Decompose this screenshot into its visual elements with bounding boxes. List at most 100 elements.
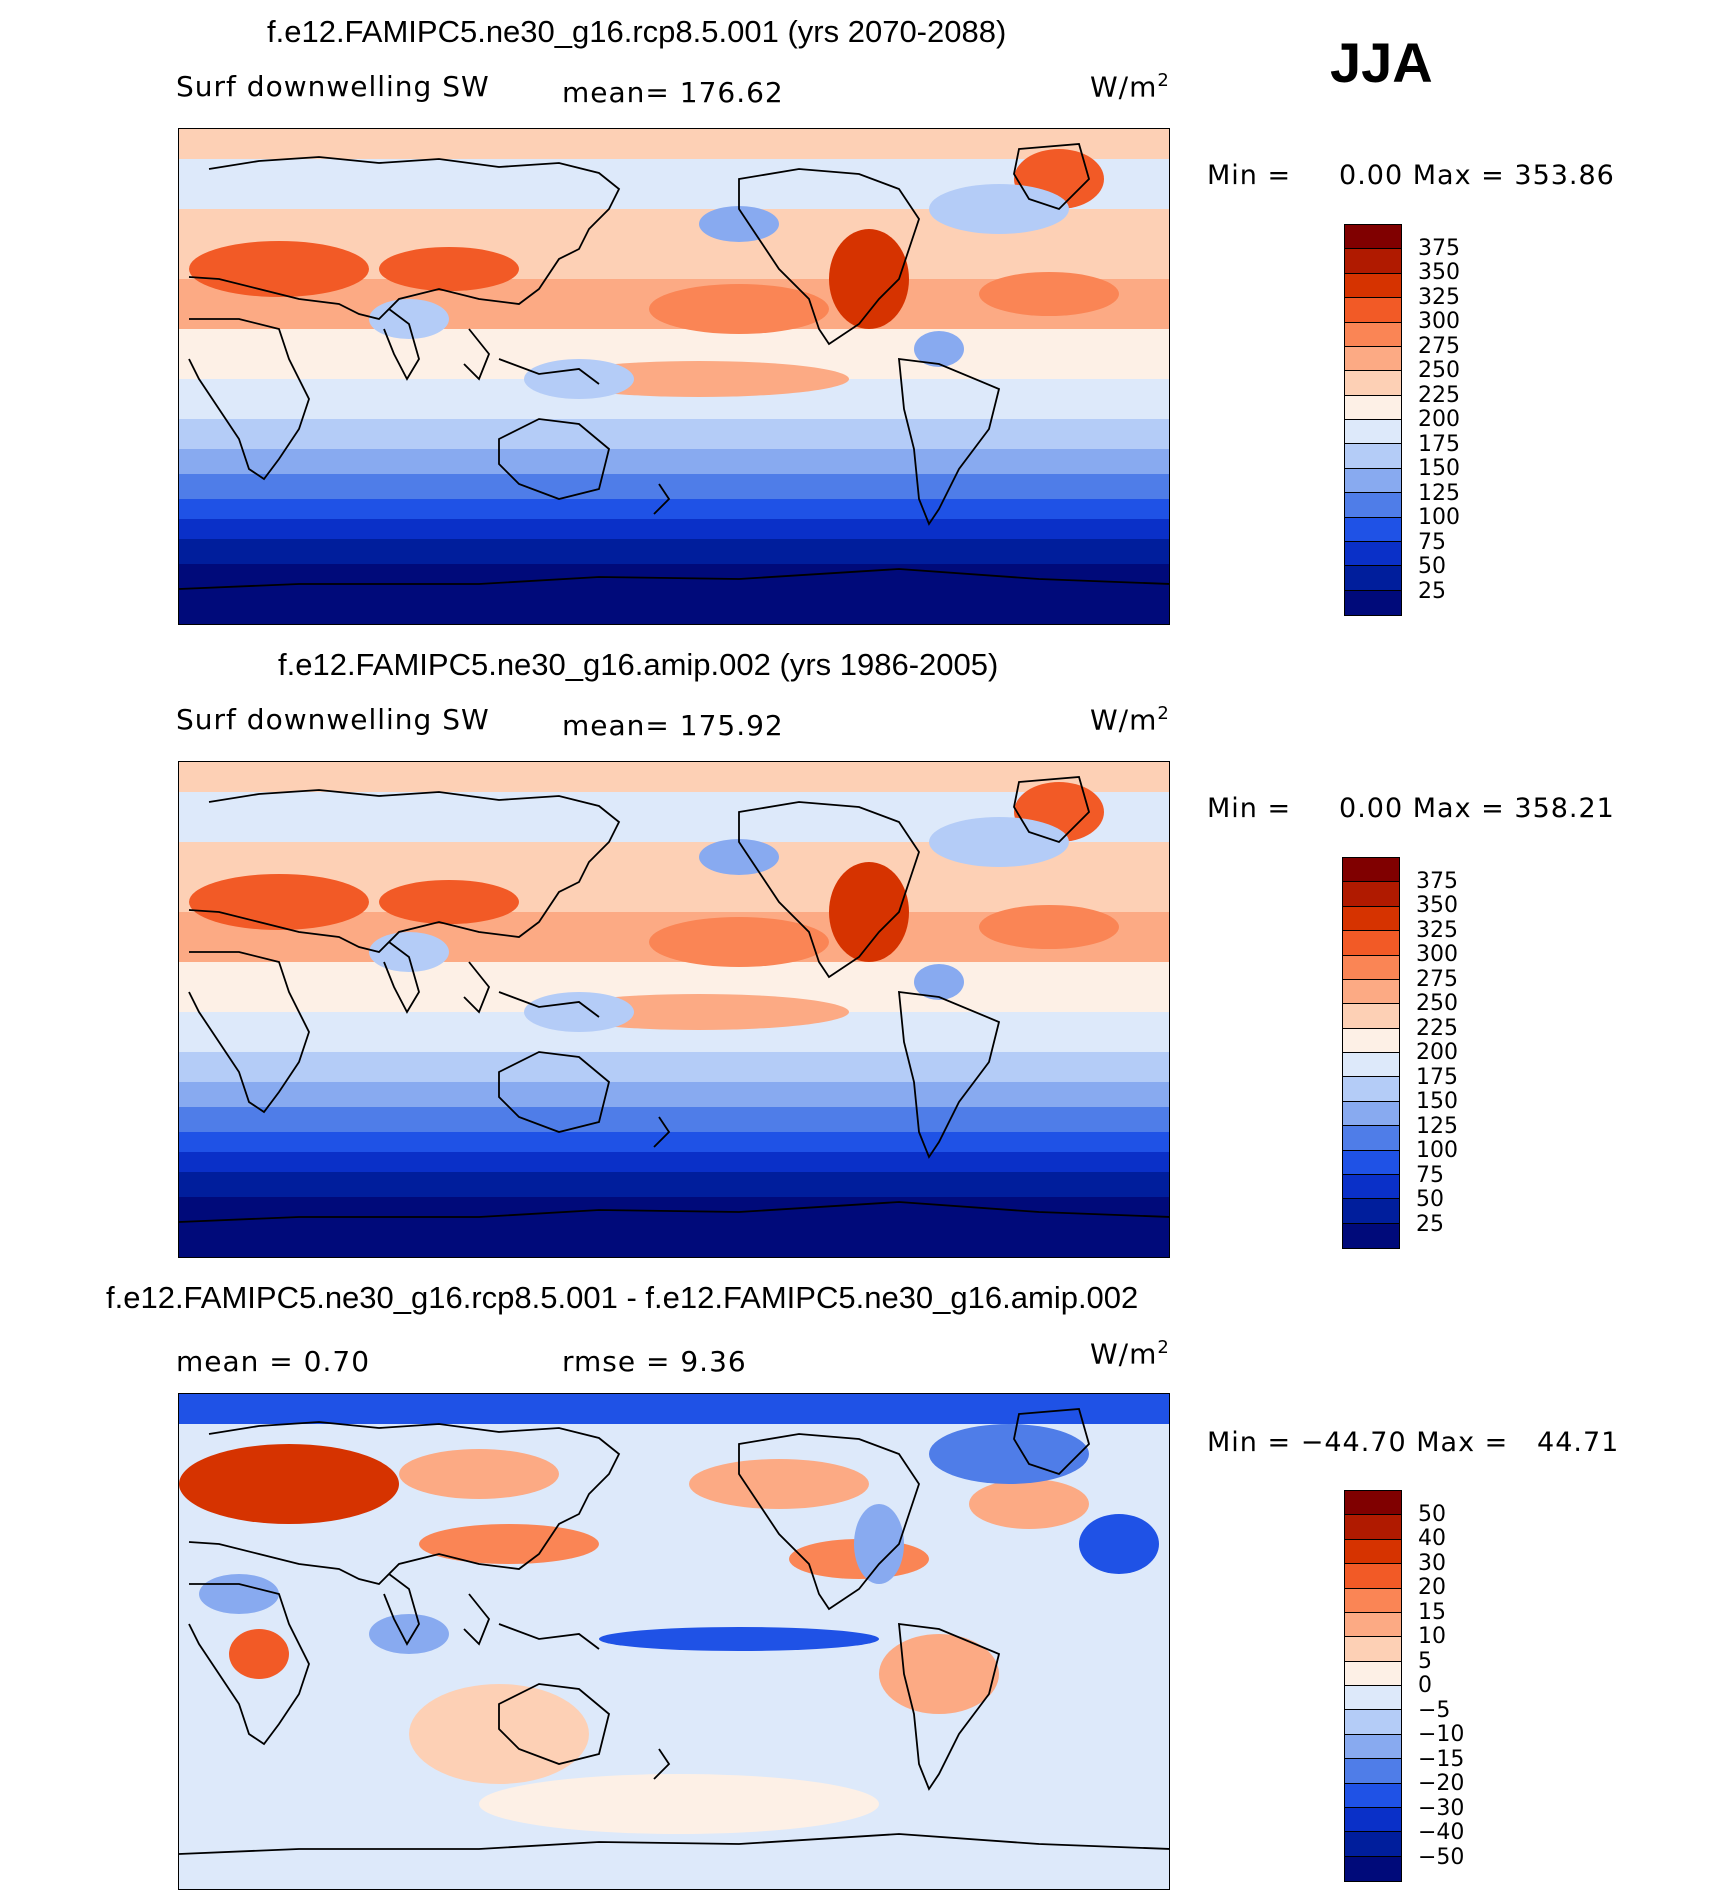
colorbar-swatch — [1343, 955, 1399, 980]
colorbar-swatch — [1343, 1077, 1399, 1102]
colorbar-swatch — [1345, 1491, 1401, 1516]
colorbar-tick-label: 100 — [1418, 505, 1460, 530]
season-label: JJA — [1330, 31, 1433, 94]
colorbar-swatch — [1345, 1612, 1401, 1638]
panel-1-variable-label: Surf downwelling SW — [176, 70, 490, 103]
panel-1-title: f.e12.FAMIPC5.ne30_g16.rcp8.5.001 (yrs 2… — [267, 14, 1007, 49]
colorbar-swatch — [1343, 1223, 1399, 1248]
colorbar-swatch — [1343, 882, 1399, 907]
colorbar-tick-label: 75 — [1416, 1162, 1444, 1188]
colorbar-tick-label: 200 — [1418, 407, 1460, 432]
colorbar-swatch — [1345, 1686, 1401, 1711]
colorbar-swatch — [1345, 590, 1401, 615]
panel-1-min-max: Min = 0.00 Max = 353.86 — [1207, 160, 1615, 191]
colorbar-swatch — [1345, 1807, 1401, 1833]
colorbar-swatch — [1345, 541, 1401, 567]
colorbar-swatch — [1345, 249, 1401, 274]
panel-3-min-max: Min = −44.70 Max = 44.71 — [1207, 1427, 1620, 1458]
colorbar-swatch — [1343, 1126, 1399, 1151]
colorbar-swatch — [1343, 931, 1399, 956]
colorbar-tick-label: 225 — [1418, 382, 1460, 408]
panel-1-units: W/m2 — [1090, 70, 1170, 104]
colorbar-swatch — [1345, 420, 1401, 445]
colorbar-swatch — [1345, 322, 1401, 347]
colorbar-swatch — [1345, 371, 1401, 396]
colorbar-tick-label: 325 — [1416, 917, 1458, 943]
colorbar-swatch — [1345, 1539, 1401, 1565]
colorbar-swatch — [1343, 979, 1399, 1005]
colorbar-tick-label: −15 — [1418, 1746, 1465, 1772]
panel-2-units: W/m2 — [1090, 703, 1170, 737]
colorbar-swatch — [1343, 858, 1399, 883]
colorbar-tick-label: 0 — [1418, 1673, 1432, 1698]
colorbar-swatch — [1345, 346, 1401, 372]
panel-3-units: W/m2 — [1090, 1337, 1170, 1371]
colorbar-swatch — [1345, 273, 1401, 299]
panel-3-map — [178, 1393, 1170, 1890]
colorbar-tick-label: 5 — [1418, 1648, 1432, 1674]
colorbar-tick-label: 275 — [1416, 966, 1458, 992]
panel-2-colorbar — [1342, 857, 1400, 1249]
colorbar-swatch — [1343, 1004, 1399, 1029]
colorbar-tick-label: −20 — [1418, 1771, 1465, 1796]
colorbar-swatch — [1343, 906, 1399, 932]
colorbar-tick-label: 350 — [1418, 260, 1460, 285]
colorbar-tick-label: −10 — [1418, 1722, 1465, 1747]
colorbar-swatch — [1345, 517, 1401, 542]
panel-2-mean-label: mean= 175.92 — [562, 709, 784, 742]
colorbar-tick-label: 175 — [1418, 431, 1460, 457]
panel-1-map — [178, 128, 1170, 625]
colorbar-tick-label: 100 — [1416, 1138, 1458, 1163]
colorbar-tick-label: 225 — [1416, 1015, 1458, 1041]
colorbar-swatch — [1343, 1053, 1399, 1078]
colorbar-tick-label: 10 — [1418, 1624, 1446, 1649]
colorbar-tick-label: −30 — [1418, 1795, 1465, 1821]
panel-3-colorbar — [1344, 1490, 1402, 1882]
colorbar-swatch — [1345, 444, 1401, 469]
colorbar-swatch — [1345, 1588, 1401, 1613]
colorbar-tick-label: 375 — [1416, 868, 1458, 894]
colorbar-swatch — [1345, 1515, 1401, 1540]
colorbar-tick-label: 15 — [1418, 1599, 1446, 1625]
colorbar-swatch — [1345, 493, 1401, 518]
colorbar-tick-label: 250 — [1416, 991, 1458, 1016]
colorbar-tick-label: 150 — [1418, 456, 1460, 481]
colorbar-tick-label: 50 — [1416, 1187, 1444, 1212]
colorbar-swatch — [1345, 395, 1401, 420]
colorbar-swatch — [1345, 1759, 1401, 1784]
colorbar-tick-label: 350 — [1416, 893, 1458, 918]
colorbar-tick-label: 200 — [1416, 1040, 1458, 1065]
panel-3-mean-label: mean = 0.70 — [176, 1345, 371, 1378]
panel-2-variable-label: Surf downwelling SW — [176, 703, 490, 736]
colorbar-tick-label: 40 — [1418, 1526, 1446, 1551]
colorbar-tick-label: 325 — [1418, 284, 1460, 310]
colorbar-swatch — [1345, 298, 1401, 323]
colorbar-swatch — [1345, 1783, 1401, 1808]
colorbar-tick-label: 175 — [1416, 1064, 1458, 1090]
colorbar-tick-label: 275 — [1418, 333, 1460, 359]
colorbar-tick-label: −5 — [1418, 1697, 1451, 1723]
colorbar-swatch — [1345, 1856, 1401, 1881]
colorbar-swatch — [1345, 468, 1401, 494]
colorbar-swatch — [1345, 1661, 1401, 1686]
colorbar-swatch — [1345, 566, 1401, 591]
colorbar-tick-label: 300 — [1418, 309, 1460, 334]
colorbar-tick-label: 125 — [1418, 480, 1460, 506]
colorbar-tick-label: 30 — [1418, 1550, 1446, 1576]
colorbar-swatch — [1345, 1637, 1401, 1662]
colorbar-tick-label: 300 — [1416, 942, 1458, 967]
colorbar-tick-label: 250 — [1418, 358, 1460, 383]
colorbar-tick-label: 375 — [1418, 235, 1460, 261]
colorbar-tick-label: −40 — [1418, 1820, 1465, 1845]
panel-2-min-max: Min = 0.00 Max = 358.21 — [1207, 793, 1615, 824]
colorbar-tick-label: 75 — [1418, 529, 1446, 555]
colorbar-swatch — [1345, 225, 1401, 250]
colorbar-tick-label: 20 — [1418, 1575, 1446, 1600]
colorbar-swatch — [1345, 1734, 1401, 1760]
colorbar-swatch — [1343, 1150, 1399, 1175]
panel-1-mean-label: mean= 176.62 — [562, 76, 784, 109]
colorbar-swatch — [1345, 1832, 1401, 1857]
colorbar-swatch — [1343, 1101, 1399, 1127]
panel-1-colorbar — [1344, 224, 1402, 616]
panel-2-map — [178, 761, 1170, 1258]
